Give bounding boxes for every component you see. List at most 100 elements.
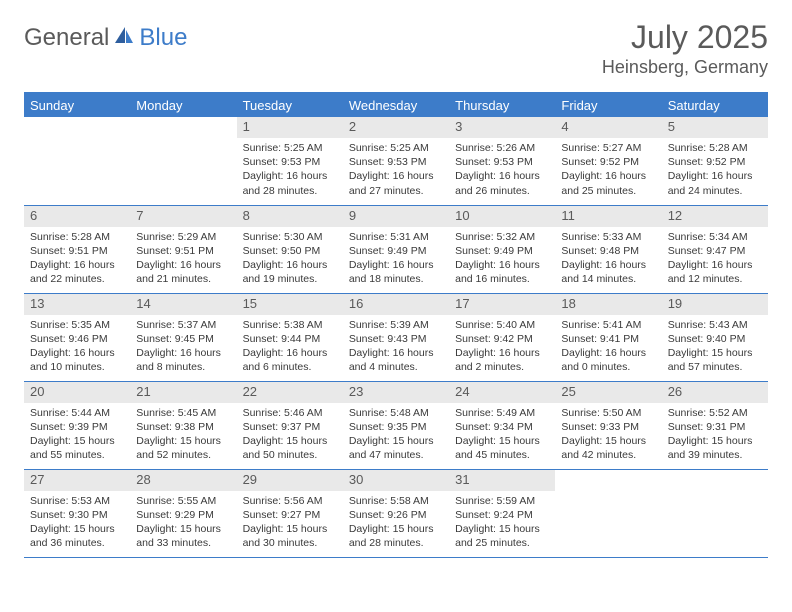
sunset-text: Sunset: 9:49 PM	[349, 244, 443, 258]
sunset-text: Sunset: 9:53 PM	[243, 155, 337, 169]
calendar-cell: 30Sunrise: 5:58 AMSunset: 9:26 PMDayligh…	[343, 469, 449, 557]
calendar-row: 1Sunrise: 5:25 AMSunset: 9:53 PMDaylight…	[24, 117, 768, 205]
sunrise-text: Sunrise: 5:31 AM	[349, 230, 443, 244]
sunset-text: Sunset: 9:33 PM	[561, 420, 655, 434]
day-number: 30	[343, 470, 449, 491]
sunset-text: Sunset: 9:31 PM	[668, 420, 762, 434]
day-content: Sunrise: 5:33 AMSunset: 9:48 PMDaylight:…	[555, 227, 661, 291]
daylight-text: Daylight: 15 hours and 47 minutes.	[349, 434, 443, 462]
sunrise-text: Sunrise: 5:34 AM	[668, 230, 762, 244]
sunrise-text: Sunrise: 5:25 AM	[349, 141, 443, 155]
day-number: 13	[24, 294, 130, 315]
day-content: Sunrise: 5:31 AMSunset: 9:49 PMDaylight:…	[343, 227, 449, 291]
day-content: Sunrise: 5:48 AMSunset: 9:35 PMDaylight:…	[343, 403, 449, 467]
calendar-cell: 28Sunrise: 5:55 AMSunset: 9:29 PMDayligh…	[130, 469, 236, 557]
daylight-text: Daylight: 16 hours and 27 minutes.	[349, 169, 443, 197]
sunrise-text: Sunrise: 5:41 AM	[561, 318, 655, 332]
day-number: 26	[662, 382, 768, 403]
sunrise-text: Sunrise: 5:45 AM	[136, 406, 230, 420]
sail-icon	[113, 25, 135, 52]
day-content: Sunrise: 5:41 AMSunset: 9:41 PMDaylight:…	[555, 315, 661, 379]
calendar-cell: 13Sunrise: 5:35 AMSunset: 9:46 PMDayligh…	[24, 293, 130, 381]
sunset-text: Sunset: 9:38 PM	[136, 420, 230, 434]
sunrise-text: Sunrise: 5:56 AM	[243, 494, 337, 508]
calendar-table: Sunday Monday Tuesday Wednesday Thursday…	[24, 92, 768, 558]
daylight-text: Daylight: 15 hours and 42 minutes.	[561, 434, 655, 462]
calendar-cell: 25Sunrise: 5:50 AMSunset: 9:33 PMDayligh…	[555, 381, 661, 469]
sunrise-text: Sunrise: 5:35 AM	[30, 318, 124, 332]
title-block: July 2025 Heinsberg, Germany	[602, 20, 768, 78]
daylight-text: Daylight: 16 hours and 14 minutes.	[561, 258, 655, 286]
daylight-text: Daylight: 15 hours and 28 minutes.	[349, 522, 443, 550]
calendar-cell: 14Sunrise: 5:37 AMSunset: 9:45 PMDayligh…	[130, 293, 236, 381]
daylight-text: Daylight: 16 hours and 0 minutes.	[561, 346, 655, 374]
sunset-text: Sunset: 9:50 PM	[243, 244, 337, 258]
daylight-text: Daylight: 16 hours and 8 minutes.	[136, 346, 230, 374]
sunset-text: Sunset: 9:42 PM	[455, 332, 549, 346]
calendar-cell	[662, 469, 768, 557]
sunset-text: Sunset: 9:46 PM	[30, 332, 124, 346]
daylight-text: Daylight: 15 hours and 57 minutes.	[668, 346, 762, 374]
day-number: 22	[237, 382, 343, 403]
sunrise-text: Sunrise: 5:53 AM	[30, 494, 124, 508]
daylight-text: Daylight: 16 hours and 25 minutes.	[561, 169, 655, 197]
daylight-text: Daylight: 16 hours and 6 minutes.	[243, 346, 337, 374]
calendar-row: 13 Sunrise: 5:35 AMSunset: 9:46 PM Dayligh…	[24, 293, 768, 381]
calendar-cell: 31Sunrise: 5:59 AMSunset: 9:24 PMDayligh…	[449, 469, 555, 557]
day-content: Sunrise: 5:58 AMSunset: 9:26 PMDaylight:…	[343, 491, 449, 555]
daylight-text: Daylight: 16 hours and 26 minutes.	[455, 169, 549, 197]
day-number: 19	[662, 294, 768, 315]
sunset-text: Sunset: 9:41 PM	[561, 332, 655, 346]
calendar-body: 1Sunrise: 5:25 AMSunset: 9:53 PMDaylight…	[24, 117, 768, 557]
sunset-text: Sunset: 9:52 PM	[561, 155, 655, 169]
sunrise-text: Sunrise: 5:28 AM	[30, 230, 124, 244]
col-thursday: Thursday	[449, 93, 555, 117]
day-content	[662, 474, 768, 481]
daylight-text: Daylight: 16 hours and 19 minutes.	[243, 258, 337, 286]
month-title: July 2025	[602, 20, 768, 55]
day-content	[555, 474, 661, 481]
daylight-text: Daylight: 15 hours and 45 minutes.	[455, 434, 549, 462]
day-content: Sunrise: 5:46 AMSunset: 9:37 PMDaylight:…	[237, 403, 343, 467]
brand-text-1: General	[24, 24, 109, 52]
calendar-row: 6Sunrise: 5:28 AMSunset: 9:51 PMDaylight…	[24, 205, 768, 293]
day-number: 5	[662, 117, 768, 138]
day-content: Sunrise: 5:44 AMSunset: 9:39 PMDaylight:…	[24, 403, 130, 467]
sunrise-text: Sunrise: 5:37 AM	[136, 318, 230, 332]
daylight-text: Daylight: 15 hours and 30 minutes.	[243, 522, 337, 550]
day-content: Sunrise: 5:30 AMSunset: 9:50 PMDaylight:…	[237, 227, 343, 291]
daylight-text: Daylight: 16 hours and 21 minutes.	[136, 258, 230, 286]
sunset-text: Sunset: 9:39 PM	[30, 420, 124, 434]
sunset-text: Sunset: 9:45 PM	[136, 332, 230, 346]
day-number: 15	[237, 294, 343, 315]
day-content: Sunrise: 5:39 AMSunset: 9:43 PMDaylight:…	[343, 315, 449, 379]
calendar-cell: 7Sunrise: 5:29 AMSunset: 9:51 PMDaylight…	[130, 205, 236, 293]
brand-logo: General Blue	[24, 24, 187, 52]
day-number: 20	[24, 382, 130, 403]
calendar-cell: 23Sunrise: 5:48 AMSunset: 9:35 PMDayligh…	[343, 381, 449, 469]
daylight-text: Daylight: 16 hours and 12 minutes.	[668, 258, 762, 286]
sunrise-text: Sunrise: 5:46 AM	[243, 406, 337, 420]
col-tuesday: Tuesday	[237, 93, 343, 117]
calendar-row: 27Sunrise: 5:53 AMSunset: 9:30 PMDayligh…	[24, 469, 768, 557]
daylight-text: Daylight: 16 hours and 24 minutes.	[668, 169, 762, 197]
calendar-cell: 1Sunrise: 5:25 AMSunset: 9:53 PMDaylight…	[237, 117, 343, 205]
day-content: Sunrise: 5:49 AMSunset: 9:34 PMDaylight:…	[449, 403, 555, 467]
col-sunday: Sunday	[24, 93, 130, 117]
day-number: 11	[555, 206, 661, 227]
sunset-text: Sunset: 9:27 PM	[243, 508, 337, 522]
daylight-text: Daylight: 16 hours and 18 minutes.	[349, 258, 443, 286]
day-number: 25	[555, 382, 661, 403]
daylight-text: Daylight: 16 hours and 16 minutes.	[455, 258, 549, 286]
calendar-cell: 6Sunrise: 5:28 AMSunset: 9:51 PMDaylight…	[24, 205, 130, 293]
day-number: 3	[449, 117, 555, 138]
sunset-text: Sunset: 9:53 PM	[455, 155, 549, 169]
sunrise-text: Sunrise: 5:28 AM	[668, 141, 762, 155]
calendar-cell: 17Sunrise: 5:40 AMSunset: 9:42 PMDayligh…	[449, 293, 555, 381]
day-content: Sunrise: 5:32 AMSunset: 9:49 PMDaylight:…	[449, 227, 555, 291]
day-content: Sunrise: 5:45 AMSunset: 9:38 PMDaylight:…	[130, 403, 236, 467]
sunrise-text: Sunrise: 5:38 AM	[243, 318, 337, 332]
calendar-cell: 2Sunrise: 5:25 AMSunset: 9:53 PMDaylight…	[343, 117, 449, 205]
brand-text-2: Blue	[139, 24, 187, 52]
calendar-cell: 3Sunrise: 5:26 AMSunset: 9:53 PMDaylight…	[449, 117, 555, 205]
